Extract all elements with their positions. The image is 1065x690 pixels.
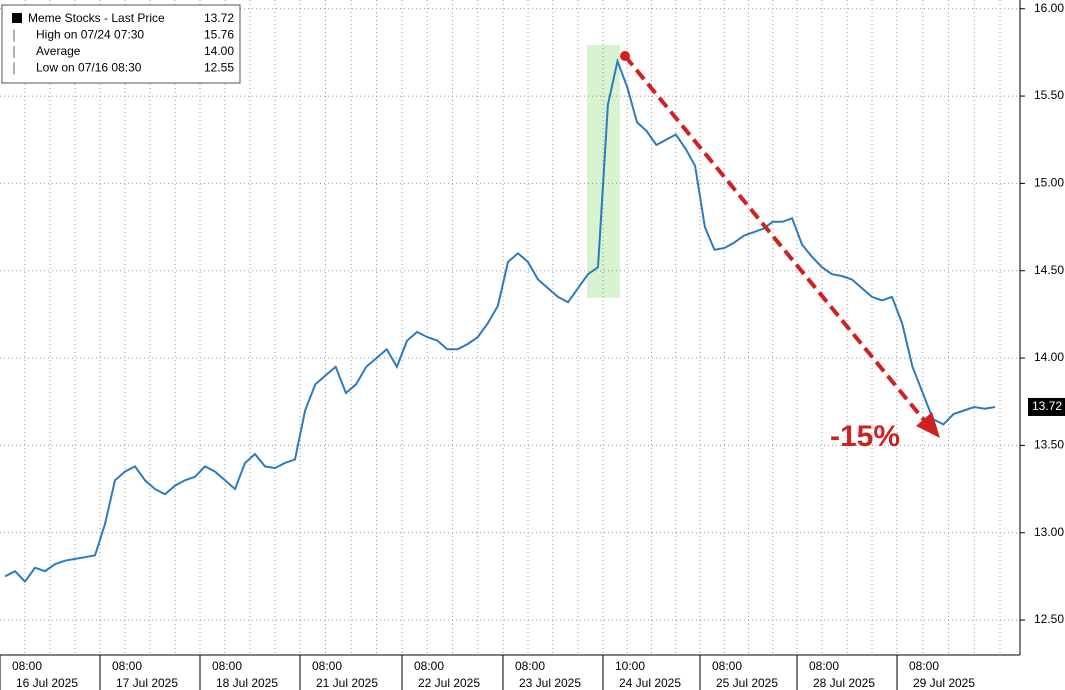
legend-label: High on 07/24 07:30 [36, 28, 144, 42]
legend-value: 14.00 [204, 44, 234, 58]
x-time-label: 08:00 [212, 659, 242, 673]
y-tick-label: 14.00 [1034, 350, 1064, 364]
x-date-label: 17 Jul 2025 [116, 676, 178, 690]
x-date-label: 24 Jul 2025 [619, 676, 681, 690]
legend-label: Low on 07/16 08:30 [36, 61, 142, 75]
x-date-label: 22 Jul 2025 [418, 676, 480, 690]
x-time-label: 08:00 [809, 659, 839, 673]
legend-label: Average [36, 44, 81, 58]
y-tick-label: 12.50 [1034, 612, 1064, 626]
x-time-label: 08:00 [909, 659, 939, 673]
x-time-label: 10:00 [615, 659, 645, 673]
x-time-label: 08:00 [414, 659, 444, 673]
trend-arrow [623, 54, 930, 427]
y-tick-label: 16.00 [1034, 1, 1064, 15]
annotation: -15% [830, 420, 900, 453]
legend-value: 12.55 [204, 61, 234, 75]
x-time-label: 08:00 [712, 659, 742, 673]
x-time-label: 08:00 [12, 659, 42, 673]
x-time-label: 08:00 [112, 659, 142, 673]
arrow-head [916, 412, 940, 438]
last-price-box [1028, 397, 1065, 416]
x-date-label: 16 Jul 2025 [16, 676, 78, 690]
x-date-label: 18 Jul 2025 [216, 676, 278, 690]
x-date-label: 23 Jul 2025 [519, 676, 581, 690]
price-line [4, 57, 996, 584]
arrow-start [620, 51, 630, 61]
x-date-label: 28 Jul 2025 [813, 676, 875, 690]
y-tick-label: 14.50 [1034, 263, 1064, 277]
x-date-label: 29 Jul 2025 [913, 676, 975, 690]
y-tick-label: 13.50 [1034, 438, 1064, 452]
last-price-label: 13.72 [1032, 399, 1062, 413]
legend-swatch [12, 13, 22, 23]
legend-value: 13.72 [204, 11, 234, 25]
legend-value: 15.76 [204, 28, 234, 42]
x-date-label: 25 Jul 2025 [716, 676, 778, 690]
legend-box [1, 4, 241, 84]
y-tick-label: 13.00 [1034, 525, 1064, 539]
legend-label: Meme Stocks - Last Price [28, 11, 165, 25]
y-tick-label: 15.00 [1034, 176, 1064, 190]
x-time-label: 08:00 [515, 659, 545, 673]
x-date-label: 21 Jul 2025 [316, 676, 378, 690]
x-time-label: 08:00 [312, 659, 342, 673]
y-tick-label: 15.50 [1034, 88, 1064, 102]
